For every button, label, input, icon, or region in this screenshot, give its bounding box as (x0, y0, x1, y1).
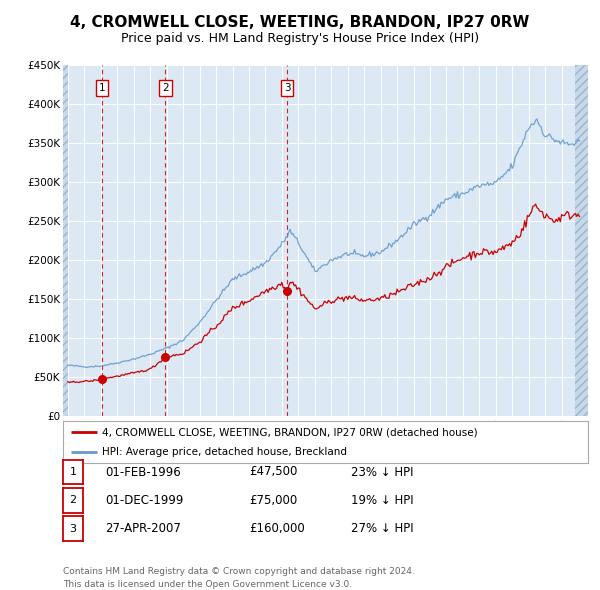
Text: 4, CROMWELL CLOSE, WEETING, BRANDON, IP27 0RW (detached house): 4, CROMWELL CLOSE, WEETING, BRANDON, IP2… (103, 427, 478, 437)
Text: 2: 2 (70, 496, 76, 505)
Text: Price paid vs. HM Land Registry's House Price Index (HPI): Price paid vs. HM Land Registry's House … (121, 32, 479, 45)
Text: 3: 3 (284, 83, 290, 93)
Text: 01-FEB-1996: 01-FEB-1996 (105, 466, 181, 478)
Text: 01-DEC-1999: 01-DEC-1999 (105, 494, 184, 507)
Text: 23% ↓ HPI: 23% ↓ HPI (351, 466, 413, 478)
Text: 3: 3 (70, 524, 76, 533)
Text: £160,000: £160,000 (249, 522, 305, 535)
Text: 19% ↓ HPI: 19% ↓ HPI (351, 494, 413, 507)
Text: 27-APR-2007: 27-APR-2007 (105, 522, 181, 535)
Text: 2: 2 (162, 83, 169, 93)
Text: Contains HM Land Registry data © Crown copyright and database right 2024.
This d: Contains HM Land Registry data © Crown c… (63, 568, 415, 589)
Text: 1: 1 (70, 467, 76, 477)
Text: £47,500: £47,500 (249, 466, 298, 478)
Text: 1: 1 (99, 83, 106, 93)
Bar (60, 65, 68, 416)
Bar (575, 65, 592, 416)
Text: 4, CROMWELL CLOSE, WEETING, BRANDON, IP27 0RW: 4, CROMWELL CLOSE, WEETING, BRANDON, IP2… (70, 15, 530, 30)
Text: 27% ↓ HPI: 27% ↓ HPI (351, 522, 413, 535)
Text: HPI: Average price, detached house, Breckland: HPI: Average price, detached house, Brec… (103, 447, 347, 457)
Text: £75,000: £75,000 (249, 494, 297, 507)
